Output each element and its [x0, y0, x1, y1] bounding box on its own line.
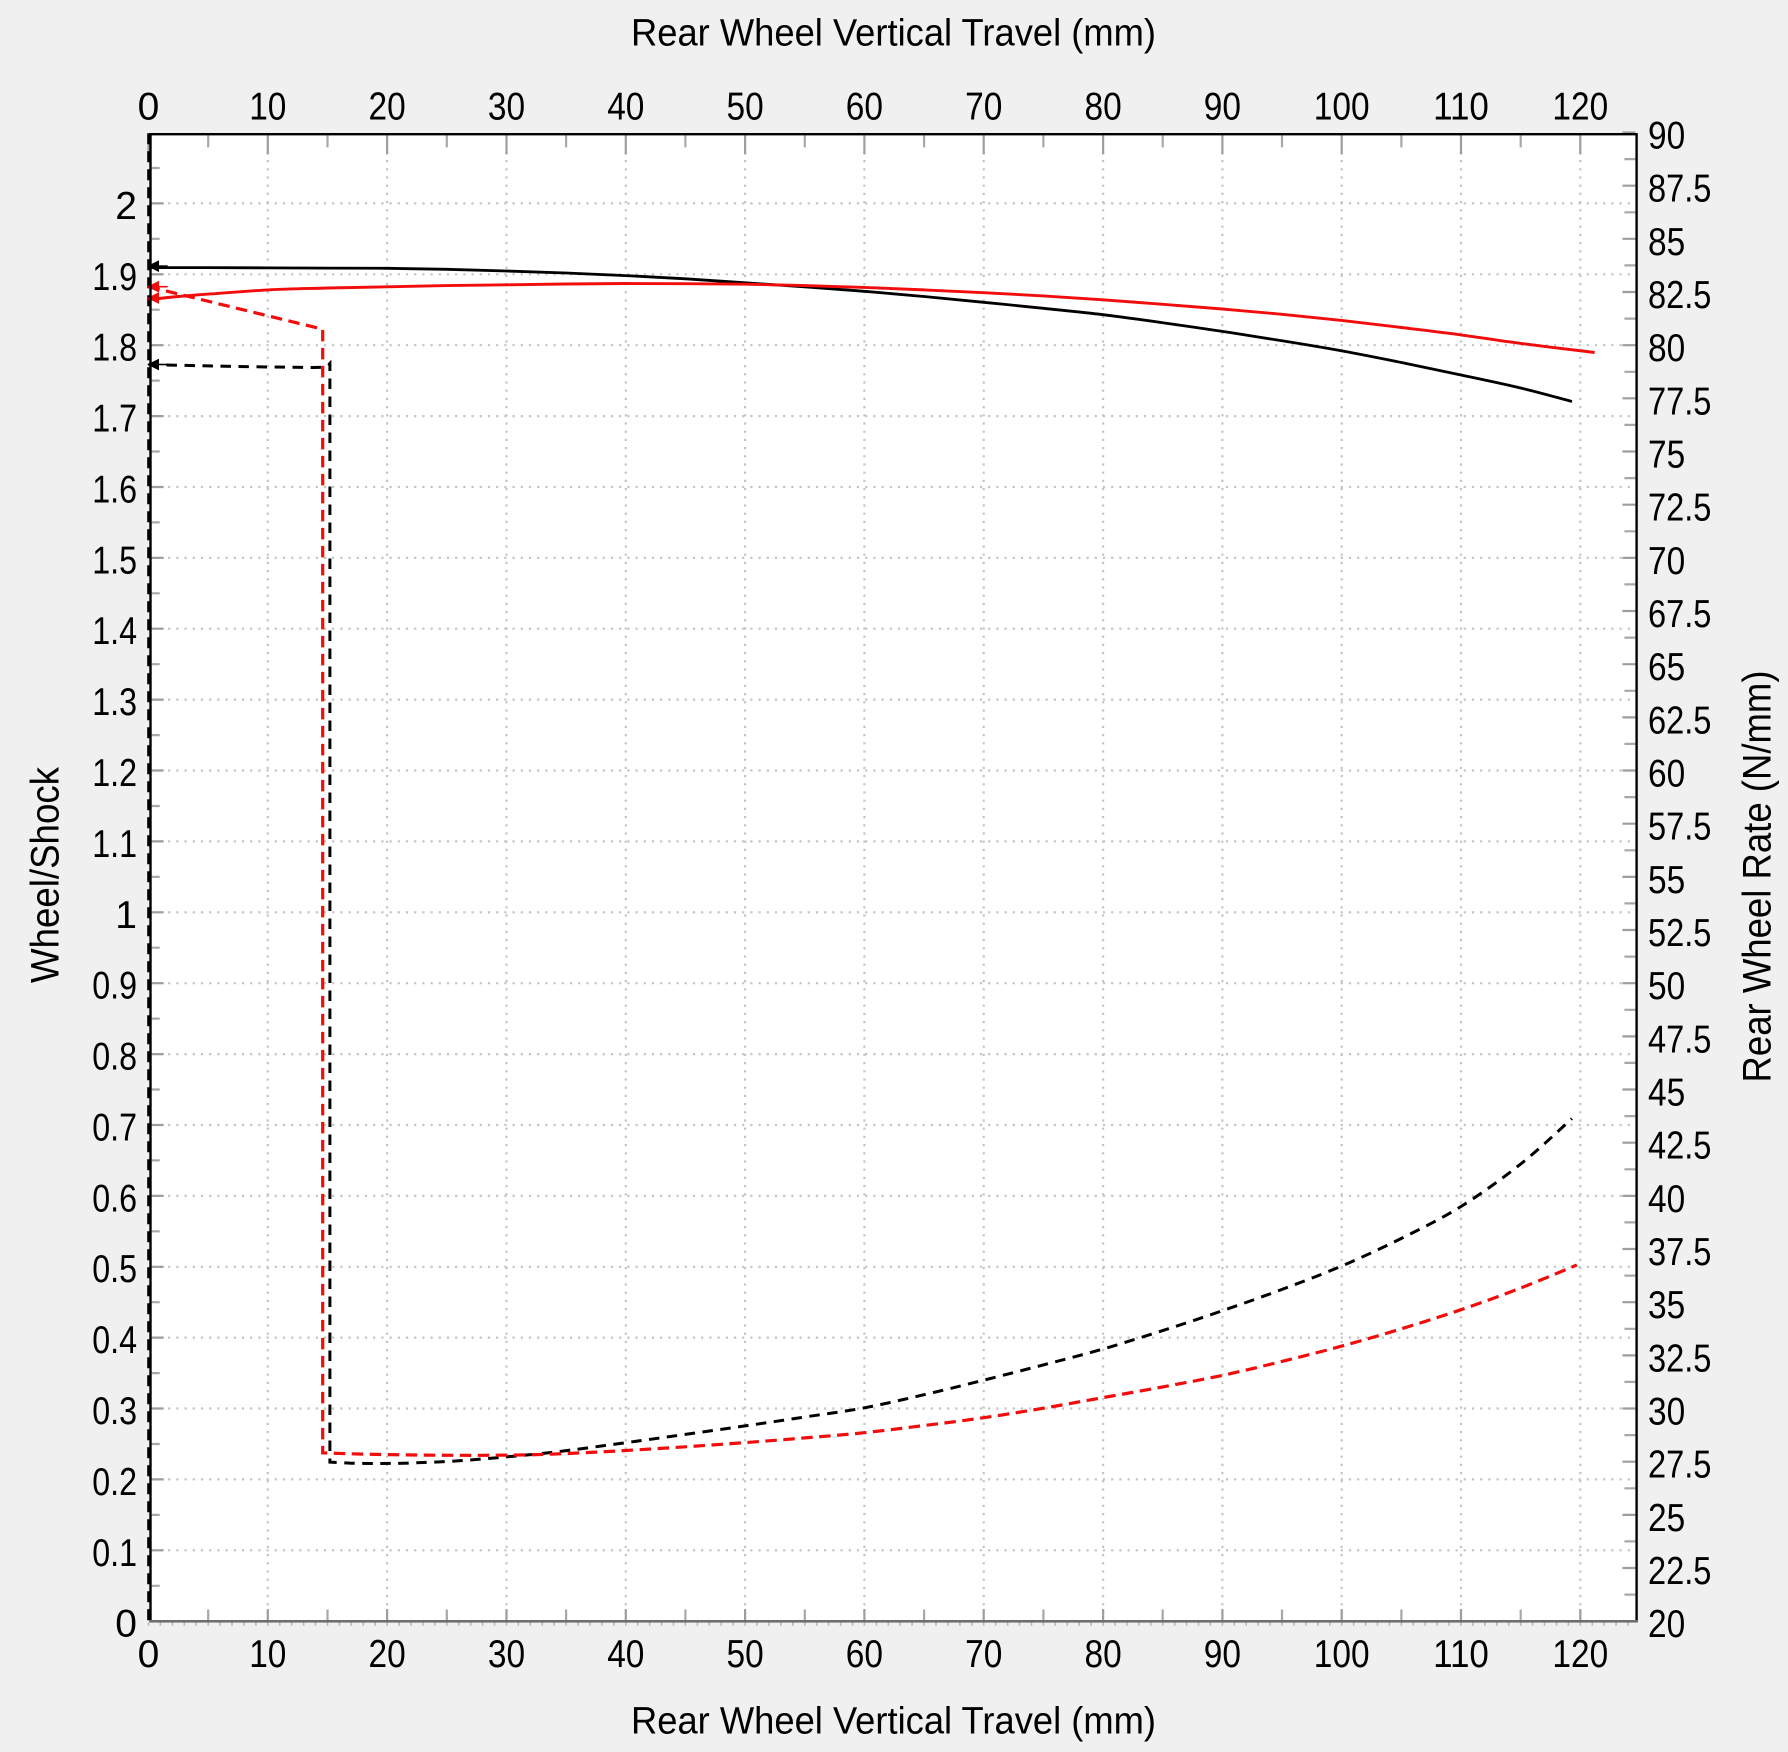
svg-text:120: 120	[1552, 1633, 1608, 1676]
svg-text:1.5: 1.5	[92, 539, 137, 582]
svg-text:70: 70	[965, 86, 1002, 129]
svg-text:1.9: 1.9	[92, 256, 137, 299]
svg-text:42.5: 42.5	[1648, 1125, 1711, 1168]
svg-text:50: 50	[1648, 965, 1685, 1008]
svg-text:32.5: 32.5	[1648, 1337, 1711, 1380]
svg-text:1.8: 1.8	[92, 327, 137, 370]
svg-text:50: 50	[727, 1633, 764, 1676]
svg-text:82.5: 82.5	[1648, 274, 1711, 317]
svg-text:0.6: 0.6	[92, 1177, 137, 1220]
svg-text:30: 30	[488, 1633, 525, 1676]
svg-text:Rear Wheel Rate (N/mm): Rear Wheel Rate (N/mm)	[1736, 671, 1780, 1083]
svg-text:110: 110	[1433, 86, 1489, 129]
svg-text:Rear Wheel Vertical Travel (mm: Rear Wheel Vertical Travel (mm)	[631, 1701, 1156, 1743]
svg-text:2: 2	[115, 185, 137, 228]
svg-text:75: 75	[1648, 434, 1685, 477]
svg-text:37.5: 37.5	[1648, 1231, 1711, 1274]
svg-text:0.7: 0.7	[92, 1107, 137, 1150]
svg-text:70: 70	[965, 1633, 1002, 1676]
svg-text:20: 20	[1648, 1603, 1685, 1646]
svg-text:62.5: 62.5	[1648, 699, 1711, 742]
svg-text:0.2: 0.2	[92, 1461, 137, 1504]
svg-text:0.5: 0.5	[92, 1248, 137, 1291]
svg-text:0: 0	[115, 1603, 137, 1646]
svg-text:90: 90	[1204, 86, 1241, 129]
svg-text:90: 90	[1648, 115, 1685, 158]
svg-text:80: 80	[1648, 327, 1685, 370]
svg-text:30: 30	[1648, 1391, 1685, 1434]
svg-text:100: 100	[1314, 86, 1370, 129]
svg-text:90: 90	[1204, 1633, 1241, 1676]
svg-text:0.4: 0.4	[92, 1319, 137, 1362]
svg-text:87.5: 87.5	[1648, 168, 1711, 211]
svg-text:25: 25	[1648, 1497, 1685, 1540]
svg-text:0.3: 0.3	[92, 1390, 137, 1433]
svg-text:120: 120	[1552, 86, 1608, 129]
svg-text:1.7: 1.7	[92, 398, 137, 441]
svg-text:45: 45	[1648, 1072, 1685, 1115]
svg-text:77.5: 77.5	[1648, 380, 1711, 423]
svg-text:55: 55	[1648, 859, 1685, 902]
svg-text:60: 60	[846, 86, 883, 129]
svg-text:67.5: 67.5	[1648, 593, 1711, 636]
svg-text:0: 0	[138, 1633, 160, 1676]
svg-text:10: 10	[249, 1633, 286, 1676]
svg-text:20: 20	[369, 1633, 406, 1676]
svg-text:0.9: 0.9	[92, 965, 137, 1008]
svg-text:65: 65	[1648, 646, 1685, 689]
svg-text:100: 100	[1314, 1633, 1370, 1676]
svg-text:50: 50	[727, 86, 764, 129]
svg-text:80: 80	[1085, 1633, 1122, 1676]
svg-text:0: 0	[138, 86, 160, 129]
svg-text:22.5: 22.5	[1648, 1550, 1711, 1593]
svg-text:80: 80	[1085, 86, 1122, 129]
svg-text:40: 40	[1648, 1178, 1685, 1221]
svg-text:60: 60	[1648, 753, 1685, 796]
svg-text:10: 10	[249, 86, 286, 129]
svg-text:Wheel/Shock: Wheel/Shock	[24, 766, 68, 983]
svg-text:1.4: 1.4	[92, 610, 137, 653]
svg-text:40: 40	[607, 1633, 644, 1676]
svg-text:35: 35	[1648, 1284, 1685, 1327]
svg-text:1: 1	[115, 894, 137, 937]
svg-text:0.1: 0.1	[92, 1532, 137, 1575]
svg-text:0.8: 0.8	[92, 1036, 137, 1079]
svg-text:70: 70	[1648, 540, 1685, 583]
svg-text:52.5: 52.5	[1648, 912, 1711, 955]
svg-text:Rear Wheel Vertical Travel (mm: Rear Wheel Vertical Travel (mm)	[631, 13, 1156, 55]
svg-text:1.6: 1.6	[92, 469, 137, 512]
svg-text:1.1: 1.1	[92, 823, 137, 866]
svg-text:57.5: 57.5	[1648, 806, 1711, 849]
svg-text:110: 110	[1433, 1633, 1489, 1676]
svg-text:47.5: 47.5	[1648, 1018, 1711, 1061]
svg-text:60: 60	[846, 1633, 883, 1676]
svg-text:1.2: 1.2	[92, 752, 137, 795]
svg-text:20: 20	[369, 86, 406, 129]
svg-text:27.5: 27.5	[1648, 1444, 1711, 1487]
svg-text:30: 30	[488, 86, 525, 129]
svg-text:85: 85	[1648, 221, 1685, 264]
svg-text:40: 40	[607, 86, 644, 129]
svg-text:1.3: 1.3	[92, 681, 137, 724]
svg-text:72.5: 72.5	[1648, 487, 1711, 530]
